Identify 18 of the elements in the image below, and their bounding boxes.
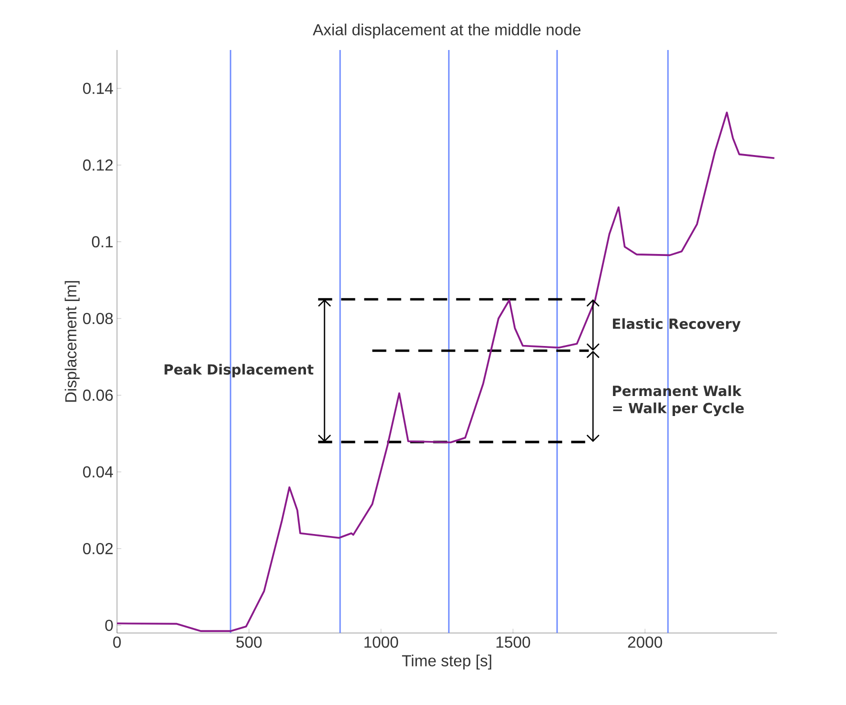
y-tick-label: 0.08 (83, 312, 113, 324)
y-axis-title: Displacement [m] (64, 281, 80, 402)
x-tick-label: 500 (236, 636, 262, 648)
y-tick-label: 0.04 (83, 466, 114, 478)
annotation: = Walk per Cycle (613, 402, 744, 416)
y-tick-label: 0.06 (83, 390, 113, 401)
annotation: Elastic Recovery (612, 318, 741, 332)
y-tick-label: 0.14 (83, 82, 114, 94)
x-tick-label: 0 (113, 636, 121, 648)
x-axis-title: Time step [s] (402, 654, 492, 670)
x-tick-label: 1000 (364, 636, 398, 648)
y-tick-label: 0.12 (83, 159, 113, 171)
x-tick-label: 1500 (496, 636, 530, 648)
y-tick-label: 0.1 (92, 236, 113, 248)
y-tick-label: 0.02 (83, 542, 113, 554)
chart-title: Axial displacement at the middle node (312, 24, 580, 38)
y-tick-label: 0 (105, 620, 113, 631)
x-tick-label: 2000 (628, 636, 662, 648)
